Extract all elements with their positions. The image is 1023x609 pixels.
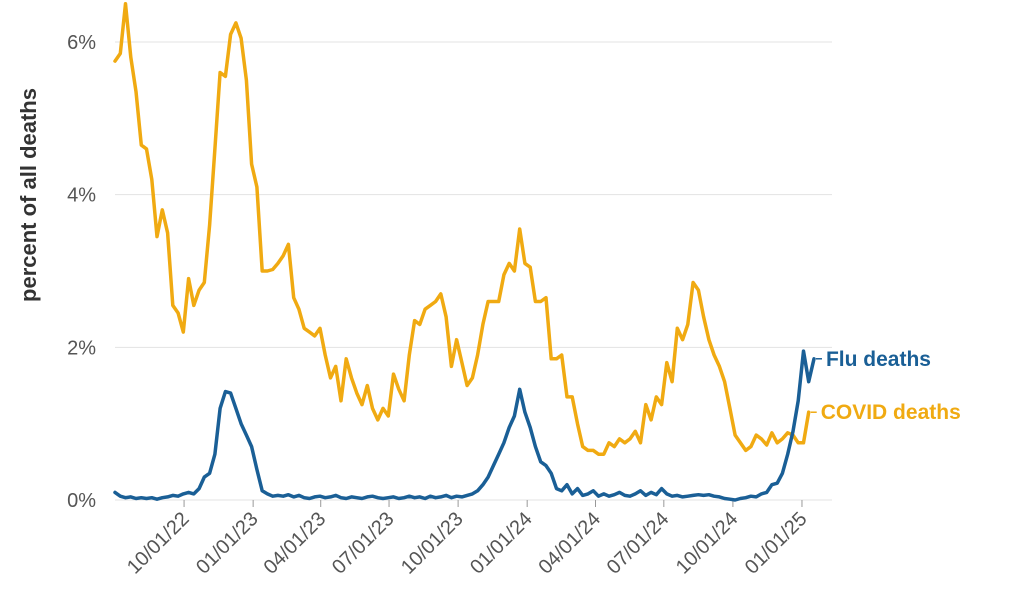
x-tick-label: 07/01/23 [328, 508, 399, 579]
x-axis-ticks: 10/01/2201/01/2304/01/2307/01/2310/01/23… [123, 500, 812, 579]
series-line-flu-deaths [113, 349, 816, 502]
x-tick-label: 01/01/23 [192, 508, 263, 579]
series-label-covid-deaths: COVID deaths [821, 401, 961, 424]
series-labels: COVID deaths Flu deaths [810, 348, 961, 424]
y-tick-label: 0% [67, 490, 96, 512]
y-tick-label: 6% [67, 32, 96, 54]
series-lines [113, 2, 816, 502]
x-tick-label: 01/01/24 [466, 508, 537, 579]
x-tick-label: 01/01/25 [741, 508, 812, 579]
series-line-covid-deaths [113, 2, 811, 456]
x-tick-label: 07/01/24 [603, 508, 674, 579]
x-tick-label: 04/01/24 [534, 508, 605, 579]
y-tick-label: 2% [67, 337, 96, 359]
y-gridlines [115, 41, 832, 501]
x-tick-label: 10/01/23 [397, 508, 468, 579]
x-tick-label: 10/01/22 [123, 508, 194, 579]
x-tick-label: 04/01/23 [260, 508, 331, 579]
y-axis-ticks: 0% 2% 4% 6% [67, 32, 96, 512]
y-axis-title: percent of all deaths [16, 88, 41, 302]
series-label-flu-deaths: Flu deaths [826, 348, 931, 371]
y-tick-label: 4% [67, 185, 96, 207]
x-tick-label: 10/01/24 [672, 508, 743, 579]
